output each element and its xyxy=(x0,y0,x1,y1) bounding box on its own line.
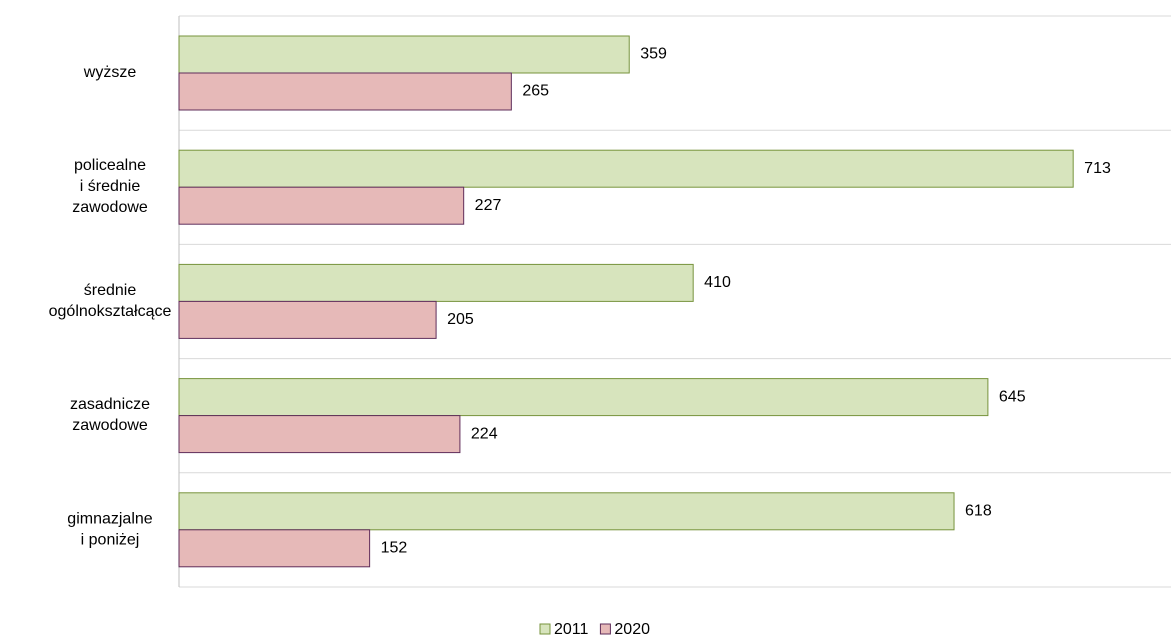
legend-swatch xyxy=(599,623,611,635)
legend-label: 2020 xyxy=(614,621,650,638)
value-label: 713 xyxy=(1084,160,1111,177)
bar xyxy=(178,35,630,74)
bar xyxy=(178,492,955,531)
value-label: 224 xyxy=(471,425,498,442)
value-label: 152 xyxy=(381,540,408,557)
bar xyxy=(178,378,989,417)
value-label: 645 xyxy=(999,388,1026,405)
bar xyxy=(178,186,465,225)
legend-label: 2011 xyxy=(554,621,589,638)
bar xyxy=(178,415,461,454)
bar xyxy=(178,263,694,302)
category-label: średnie ogólnokształcące xyxy=(49,282,172,320)
bar xyxy=(178,72,512,111)
legend-swatch xyxy=(539,623,551,635)
category-label: wyższe xyxy=(83,64,137,81)
bar xyxy=(178,149,1074,188)
value-label: 359 xyxy=(640,46,667,63)
category-label: gimnazjalne i poniżej xyxy=(67,511,152,549)
bar xyxy=(178,529,371,568)
value-label: 618 xyxy=(965,503,992,520)
value-label: 265 xyxy=(522,83,549,100)
value-label: 227 xyxy=(475,197,502,214)
value-label: 205 xyxy=(447,311,474,328)
bar xyxy=(178,300,437,339)
category-label: policealne i średnie zawodowe xyxy=(72,157,148,216)
value-label: 410 xyxy=(704,274,731,291)
category-label: zasadnicze zawodowe xyxy=(70,396,150,434)
